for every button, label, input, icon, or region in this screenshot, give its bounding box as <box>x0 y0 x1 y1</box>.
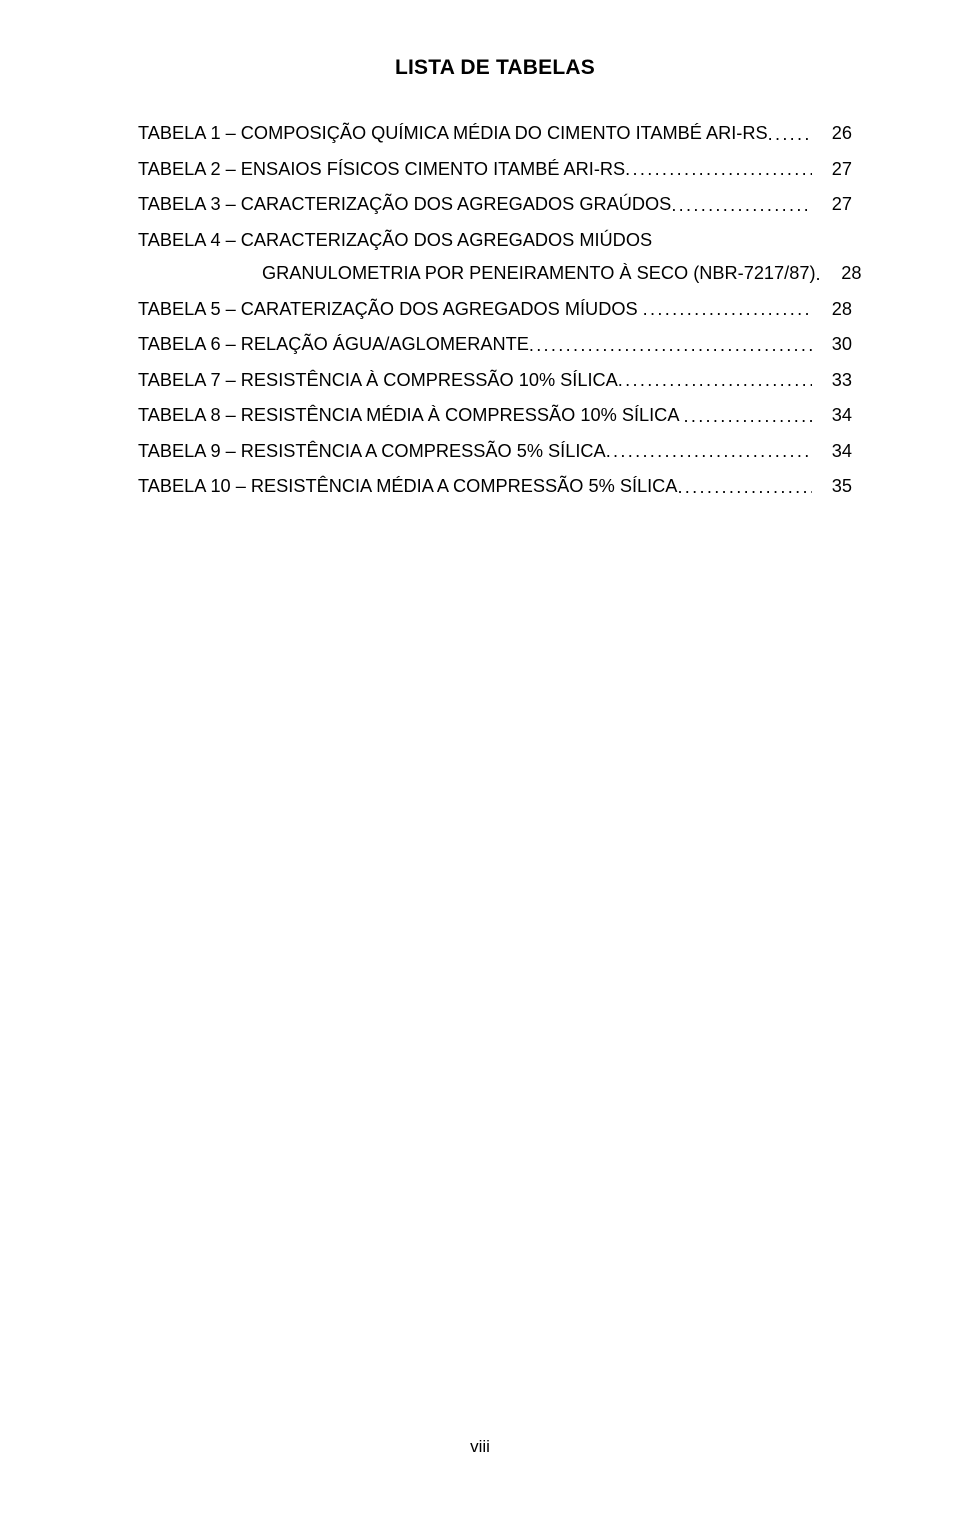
leader-dots <box>816 265 822 283</box>
entry-label: TABELA 2 – <box>138 160 241 178</box>
entry-description: RELAÇÃO ÁGUA/AGLOMERANTE <box>241 335 529 353</box>
entry-label: TABELA 10 – <box>138 477 251 495</box>
entry-label: TABELA 7 – <box>138 371 241 389</box>
leader-dots <box>643 300 812 318</box>
list-item: TABELA 9 – RESISTÊNCIA A COMPRESSÃO 5% S… <box>138 442 852 460</box>
entry-label: TABELA 6 – <box>138 335 241 353</box>
list-item: TABELA 5 – CARATERIZAÇÃO DOS AGREGADOS M… <box>138 300 852 318</box>
list-item: TABELA 7 – RESISTÊNCIA À COMPRESSÃO 10% … <box>138 371 852 389</box>
entry-description: RESISTÊNCIA MÉDIA À COMPRESSÃO 10% SÍLIC… <box>241 406 684 424</box>
page-number-footer: viii <box>0 1437 960 1457</box>
entry-label: TABELA 9 – <box>138 442 241 460</box>
entry-description: CARACTERIZAÇÃO DOS AGREGADOS MIÚDOS <box>241 231 652 249</box>
entry-pagenum: 30 <box>812 335 852 353</box>
list-item: TABELA 2 – ENSAIOS FÍSICOS CIMENTO ITAMB… <box>138 160 852 178</box>
entry-description: GRANULOMETRIA POR PENEIRAMENTO À SECO (N… <box>262 264 816 282</box>
leader-dots <box>625 160 812 178</box>
entry-label: TABELA 3 – <box>138 195 241 213</box>
list-item: TABELA 4 – CARACTERIZAÇÃO DOS AGREGADOS … <box>138 231 852 249</box>
entry-pagenum: 26 <box>812 124 852 142</box>
entry-description: RESISTÊNCIA A COMPRESSÃO 5% SÍLICA <box>241 442 606 460</box>
entry-description: CARATERIZAÇÃO DOS AGREGADOS MÍUDOS <box>241 300 643 318</box>
entry-description: RESISTÊNCIA MÉDIA A COMPRESSÃO 5% SÍLICA <box>251 477 678 495</box>
entry-pagenum: 35 <box>812 477 852 495</box>
leader-dots <box>618 371 812 389</box>
entry-pagenum: 28 <box>812 300 852 318</box>
leader-dots <box>671 196 812 214</box>
entry-description: COMPOSIÇÃO QUÍMICA MÉDIA DO CIMENTO ITAM… <box>241 124 768 142</box>
entry-pagenum: 34 <box>812 406 852 424</box>
entry-description: ENSAIOS FÍSICOS CIMENTO ITAMBÉ ARI-RS <box>241 160 625 178</box>
table-of-tables: TABELA 1 – COMPOSIÇÃO QUÍMICA MÉDIA DO C… <box>138 124 852 495</box>
list-item: GRANULOMETRIA POR PENEIRAMENTO À SECO (N… <box>138 264 852 282</box>
leader-dots <box>768 125 812 143</box>
leader-dots <box>529 336 812 354</box>
page-container: LISTA DE TABELAS TABELA 1 – COMPOSIÇÃO Q… <box>0 0 960 1515</box>
entry-pagenum: 34 <box>812 442 852 460</box>
leader-dots <box>677 478 812 496</box>
entry-label: TABELA 4 – <box>138 231 241 249</box>
entry-pagenum: 27 <box>812 195 852 213</box>
leader-dots <box>606 442 812 460</box>
entry-pagenum: 33 <box>812 371 852 389</box>
entry-label: TABELA 8 – <box>138 406 241 424</box>
entry-description: RESISTÊNCIA À COMPRESSÃO 10% SÍLICA <box>241 371 618 389</box>
list-item: TABELA 6 – RELAÇÃO ÁGUA/AGLOMERANTE 30 <box>138 335 852 353</box>
leader-dots <box>684 407 813 425</box>
list-item: TABELA 8 – RESISTÊNCIA MÉDIA À COMPRESSÃ… <box>138 406 852 424</box>
page-title: LISTA DE TABELAS <box>138 56 852 80</box>
list-item: TABELA 1 – COMPOSIÇÃO QUÍMICA MÉDIA DO C… <box>138 124 852 142</box>
list-item: TABELA 10 – RESISTÊNCIA MÉDIA A COMPRESS… <box>138 477 852 495</box>
entry-label: TABELA 1 – <box>138 124 241 142</box>
entry-pagenum: 27 <box>812 160 852 178</box>
entry-label: TABELA 5 – <box>138 300 241 318</box>
entry-description: CARACTERIZAÇÃO DOS AGREGADOS GRAÚDOS <box>241 195 672 213</box>
entry-pagenum: 28 <box>822 264 862 282</box>
list-item: TABELA 3 – CARACTERIZAÇÃO DOS AGREGADOS … <box>138 195 852 213</box>
